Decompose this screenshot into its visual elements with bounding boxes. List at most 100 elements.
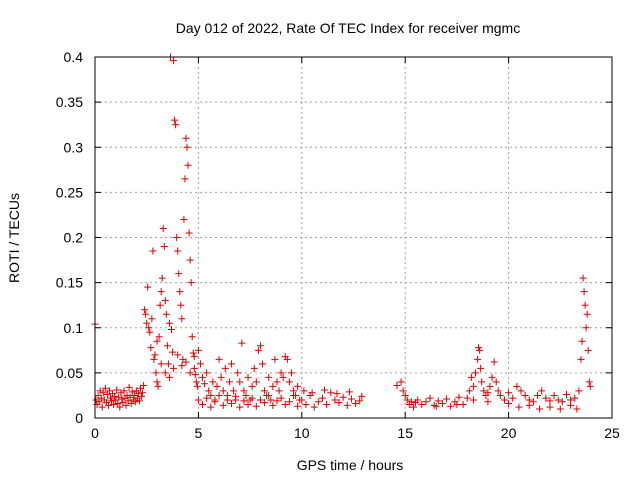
data-point	[250, 364, 258, 372]
data-point	[347, 395, 355, 403]
data-point	[184, 161, 192, 169]
data-point	[170, 57, 178, 65]
data-point	[238, 339, 246, 347]
data-point	[141, 306, 149, 314]
data-point	[203, 394, 211, 402]
data-point	[178, 362, 186, 370]
data-point	[536, 405, 544, 413]
data-point	[199, 373, 207, 381]
data-point	[148, 315, 156, 323]
data-point	[327, 389, 335, 397]
data-point	[469, 396, 477, 404]
data-point	[151, 351, 159, 359]
data-point	[186, 256, 194, 264]
data-point	[335, 399, 343, 407]
data-point	[223, 396, 231, 404]
data-point	[232, 392, 240, 400]
data-point	[321, 386, 329, 394]
data-point	[490, 358, 498, 366]
data-point	[281, 400, 289, 408]
data-point	[207, 403, 215, 411]
y-tick-label: 0.2	[64, 230, 84, 246]
data-point	[256, 342, 264, 350]
data-point	[517, 387, 525, 395]
data-point	[242, 391, 250, 399]
data-point	[302, 400, 310, 408]
data-point	[183, 143, 191, 151]
data-point	[323, 400, 331, 408]
data-point	[476, 346, 484, 354]
data-point	[513, 382, 521, 390]
y-tick-label: 0.1	[64, 320, 84, 336]
data-point	[426, 394, 434, 402]
data-point	[265, 391, 273, 399]
axis-ticks: 0 5 10 15 20 25 0 0.05 0.1 0.15 0.2 0.25 0.3 0.35 0.4	[56, 49, 620, 441]
data-point	[465, 387, 473, 395]
x-tick-label: 15	[397, 425, 413, 441]
data-point	[259, 360, 267, 368]
data-point	[480, 387, 488, 395]
data-point	[142, 310, 150, 318]
data-point	[577, 355, 585, 363]
data-point	[314, 398, 322, 406]
data-point	[190, 364, 198, 372]
x-tick-label: 10	[294, 425, 310, 441]
data-point	[114, 400, 122, 408]
y-tick-label: 0.35	[56, 94, 83, 110]
data-point	[283, 355, 291, 363]
x-axis-label: GPS time / hours	[297, 457, 404, 473]
data-point	[584, 346, 592, 354]
data-point	[186, 369, 194, 377]
data-point	[207, 391, 215, 399]
x-tick-label: 5	[195, 425, 203, 441]
data-point	[538, 387, 546, 395]
data-point	[227, 360, 235, 368]
data-point	[586, 382, 594, 390]
data-point	[294, 402, 302, 410]
data-point	[494, 387, 502, 395]
data-point	[401, 391, 409, 399]
data-point	[298, 396, 306, 404]
data-point	[116, 403, 124, 411]
data-point	[236, 378, 244, 386]
data-point	[99, 389, 107, 397]
data-point	[157, 288, 165, 296]
data-point	[138, 392, 146, 400]
data-point	[149, 247, 157, 255]
data-point	[120, 387, 128, 395]
data-point	[185, 229, 193, 237]
data-point	[550, 391, 558, 399]
data-point	[101, 384, 109, 392]
data-point	[500, 396, 508, 404]
data-point	[478, 378, 486, 386]
data-point	[193, 382, 201, 390]
data-point	[252, 402, 260, 410]
data-point	[95, 398, 103, 406]
data-point	[265, 373, 273, 381]
data-point	[103, 391, 111, 399]
data-point	[188, 333, 196, 341]
data-point	[582, 324, 590, 332]
data-point	[172, 121, 180, 129]
data-point	[189, 349, 197, 357]
data-point	[221, 364, 229, 372]
data-point	[128, 388, 136, 396]
data-point	[169, 348, 177, 356]
data-point	[97, 394, 105, 402]
data-point	[178, 315, 186, 323]
data-point	[261, 387, 269, 395]
data-point	[244, 373, 252, 381]
data-point	[432, 402, 440, 410]
data-point	[135, 397, 143, 405]
data-point	[252, 378, 260, 386]
y-axis-label: ROTI / TECUs	[6, 193, 22, 283]
data-point	[581, 301, 589, 309]
x-tick-label: 20	[501, 425, 517, 441]
data-point	[477, 364, 485, 372]
data-point	[174, 351, 182, 359]
y-tick-label: 0.05	[56, 365, 83, 381]
data-point	[579, 274, 587, 282]
y-tick-label: 0.4	[64, 49, 84, 65]
data-point	[176, 288, 184, 296]
